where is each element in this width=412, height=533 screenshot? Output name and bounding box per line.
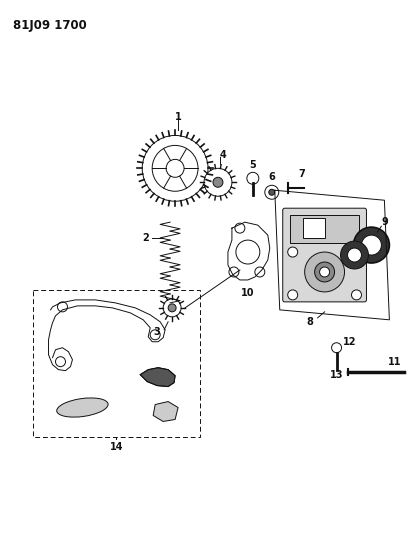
Circle shape [236, 240, 260, 264]
Circle shape [163, 299, 181, 317]
Circle shape [166, 159, 184, 177]
Circle shape [347, 248, 361, 262]
Circle shape [361, 235, 382, 255]
Text: 1: 1 [175, 111, 181, 122]
Text: 13: 13 [330, 369, 343, 379]
Circle shape [247, 172, 259, 184]
Circle shape [56, 357, 66, 367]
Circle shape [168, 304, 176, 312]
Text: 81J09 1700: 81J09 1700 [13, 19, 87, 32]
Text: 9: 9 [381, 217, 388, 227]
Circle shape [353, 227, 389, 263]
Circle shape [320, 267, 330, 277]
Circle shape [315, 262, 335, 282]
Text: 6: 6 [268, 172, 275, 182]
Circle shape [229, 267, 239, 277]
Text: 2: 2 [142, 233, 149, 243]
Ellipse shape [57, 398, 108, 417]
Circle shape [150, 330, 160, 340]
Circle shape [351, 247, 361, 257]
Text: 5: 5 [250, 160, 256, 171]
Circle shape [341, 241, 368, 269]
Circle shape [265, 185, 279, 199]
Circle shape [304, 252, 344, 292]
Circle shape [351, 290, 361, 300]
Circle shape [332, 343, 342, 353]
Text: 7: 7 [298, 169, 305, 179]
Text: 14: 14 [110, 442, 123, 453]
Text: 11: 11 [388, 357, 401, 367]
Circle shape [142, 135, 208, 201]
Bar [303, 218, 325, 238]
Text: 12: 12 [343, 337, 356, 347]
Text: 10: 10 [241, 288, 255, 298]
Circle shape [58, 302, 68, 312]
Circle shape [288, 247, 298, 257]
FancyBboxPatch shape [283, 208, 366, 302]
Circle shape [288, 290, 298, 300]
Polygon shape [140, 368, 175, 386]
Bar [33, 290, 200, 438]
Bar [290, 215, 360, 243]
Text: 3: 3 [154, 327, 161, 337]
Text: 8: 8 [306, 317, 313, 327]
Circle shape [204, 168, 232, 196]
Circle shape [255, 267, 265, 277]
Circle shape [269, 189, 275, 195]
Polygon shape [153, 401, 178, 422]
Circle shape [213, 177, 223, 187]
Text: 4: 4 [220, 150, 226, 160]
Circle shape [235, 223, 245, 233]
